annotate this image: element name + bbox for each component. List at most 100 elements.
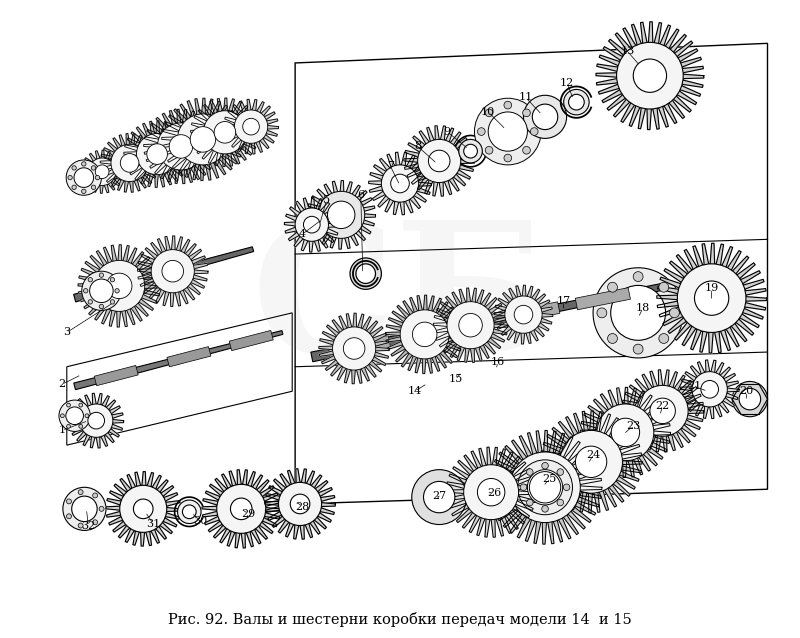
Circle shape [66, 403, 70, 407]
Circle shape [321, 194, 362, 235]
Circle shape [93, 493, 98, 498]
Circle shape [82, 271, 121, 311]
Circle shape [66, 160, 102, 195]
Circle shape [423, 482, 455, 513]
Circle shape [464, 464, 518, 519]
Text: 16: 16 [491, 357, 505, 367]
Circle shape [68, 175, 72, 180]
Circle shape [478, 128, 485, 135]
Text: 2: 2 [58, 380, 66, 389]
Circle shape [486, 146, 493, 154]
Circle shape [230, 498, 252, 519]
Polygon shape [224, 100, 278, 154]
Circle shape [303, 216, 320, 233]
Polygon shape [78, 245, 160, 327]
Circle shape [659, 334, 669, 343]
Circle shape [530, 471, 561, 503]
Circle shape [530, 128, 538, 135]
Text: 25: 25 [542, 475, 556, 484]
Circle shape [518, 460, 573, 515]
Polygon shape [505, 302, 560, 324]
Circle shape [634, 344, 643, 354]
Circle shape [520, 484, 526, 491]
Polygon shape [596, 22, 704, 130]
Circle shape [110, 300, 114, 304]
Circle shape [478, 478, 505, 506]
Circle shape [99, 304, 103, 309]
Circle shape [66, 514, 71, 519]
Circle shape [134, 499, 153, 519]
Text: 14: 14 [407, 386, 422, 396]
Polygon shape [94, 366, 138, 386]
Circle shape [90, 279, 113, 302]
Circle shape [504, 154, 512, 162]
Polygon shape [106, 471, 181, 546]
Circle shape [99, 507, 104, 511]
Circle shape [350, 258, 382, 289]
Text: 24: 24 [586, 450, 600, 460]
Circle shape [79, 403, 82, 407]
Text: 29: 29 [241, 508, 255, 519]
Text: 3: 3 [63, 327, 70, 338]
Text: 22: 22 [655, 401, 670, 411]
Circle shape [560, 431, 622, 493]
Text: 13: 13 [620, 46, 634, 56]
Polygon shape [540, 411, 642, 513]
Circle shape [607, 334, 618, 343]
Circle shape [242, 118, 259, 135]
Circle shape [739, 389, 761, 410]
Text: 32: 32 [82, 521, 95, 531]
Polygon shape [100, 133, 159, 192]
Circle shape [563, 484, 570, 491]
Polygon shape [69, 393, 124, 448]
Circle shape [88, 412, 105, 429]
Circle shape [89, 158, 116, 186]
Circle shape [575, 446, 606, 477]
Polygon shape [307, 181, 375, 249]
Polygon shape [575, 288, 630, 310]
Circle shape [190, 127, 216, 152]
Polygon shape [167, 346, 211, 367]
Polygon shape [328, 336, 390, 359]
Circle shape [510, 452, 580, 523]
Polygon shape [73, 119, 258, 185]
Circle shape [178, 500, 201, 524]
Polygon shape [74, 247, 254, 302]
Text: 12: 12 [559, 78, 574, 87]
Text: 26: 26 [487, 488, 502, 498]
Circle shape [318, 191, 365, 239]
Polygon shape [446, 447, 536, 537]
Circle shape [63, 487, 106, 530]
Circle shape [610, 285, 666, 340]
Circle shape [66, 424, 70, 428]
Circle shape [617, 42, 683, 109]
Polygon shape [144, 109, 218, 184]
Circle shape [611, 418, 640, 447]
Text: 19: 19 [705, 283, 718, 293]
Polygon shape [404, 126, 474, 196]
Polygon shape [190, 98, 259, 167]
Text: 20: 20 [739, 386, 753, 396]
Circle shape [83, 288, 88, 293]
Circle shape [151, 249, 194, 293]
Circle shape [732, 382, 767, 417]
Circle shape [66, 499, 71, 504]
Circle shape [158, 123, 205, 170]
Polygon shape [284, 197, 339, 252]
Circle shape [120, 486, 166, 532]
Circle shape [79, 424, 82, 428]
Circle shape [72, 185, 76, 189]
Polygon shape [410, 316, 490, 343]
Circle shape [327, 201, 355, 228]
Polygon shape [138, 236, 208, 306]
Circle shape [459, 139, 482, 163]
Polygon shape [230, 330, 274, 351]
Circle shape [514, 306, 533, 324]
Circle shape [91, 166, 96, 170]
Circle shape [505, 296, 542, 333]
Circle shape [278, 482, 322, 526]
Circle shape [523, 95, 566, 138]
Circle shape [607, 282, 618, 292]
Circle shape [542, 463, 548, 469]
Text: 28: 28 [295, 502, 309, 512]
